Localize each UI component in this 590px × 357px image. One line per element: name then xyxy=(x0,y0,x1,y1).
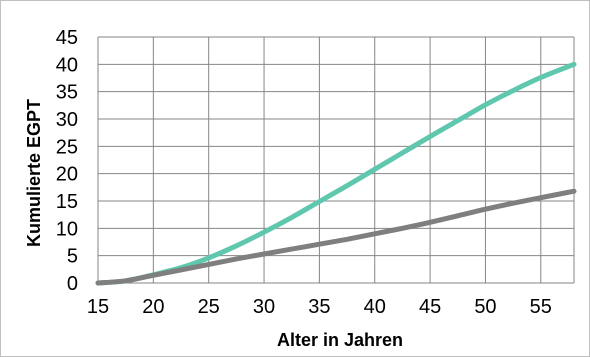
series-line-2 xyxy=(95,188,577,286)
x-tick-label: 25 xyxy=(198,296,220,318)
series-lines xyxy=(95,61,577,286)
x-tick-label: 20 xyxy=(142,296,164,318)
x-tick-label: 15 xyxy=(87,296,109,318)
gridlines xyxy=(97,36,575,284)
x-axis-title: Alter in Jahren xyxy=(277,330,403,350)
y-tick-label: 0 xyxy=(67,273,78,295)
y-axis-title: Kumulierte EGPT xyxy=(24,99,44,247)
y-tick-label: 10 xyxy=(56,218,78,240)
x-axis-ticks: 15 20 25 30 35 40 45 50 55 xyxy=(87,296,552,318)
y-tick-label: 30 xyxy=(56,109,78,131)
y-tick-label: 40 xyxy=(56,54,78,76)
x-tick-label: 30 xyxy=(253,296,275,318)
y-tick-label: 15 xyxy=(56,191,78,213)
x-tick-label: 45 xyxy=(419,296,441,318)
y-tick-label: 35 xyxy=(56,82,78,104)
x-tick-label: 35 xyxy=(308,296,330,318)
x-tick-label: 55 xyxy=(530,296,552,318)
x-tick-label: 50 xyxy=(474,296,496,318)
y-axis-ticks: 0 5 10 15 20 25 30 35 40 45 xyxy=(56,27,78,295)
y-tick-label: 45 xyxy=(56,27,78,49)
y-tick-label: 5 xyxy=(67,246,78,268)
y-tick-label: 20 xyxy=(56,164,78,186)
y-tick-label: 25 xyxy=(56,136,78,158)
x-tick-label: 40 xyxy=(364,296,386,318)
